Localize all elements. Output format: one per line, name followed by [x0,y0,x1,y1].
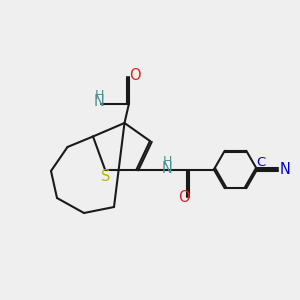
Text: O: O [178,190,189,206]
Text: N: N [162,160,172,175]
Text: S: S [101,169,110,184]
Text: H: H [162,154,172,168]
Text: N: N [94,94,104,110]
Text: C: C [256,156,265,170]
Text: O: O [129,68,141,82]
Text: N: N [279,162,290,177]
Text: H: H [94,88,104,102]
